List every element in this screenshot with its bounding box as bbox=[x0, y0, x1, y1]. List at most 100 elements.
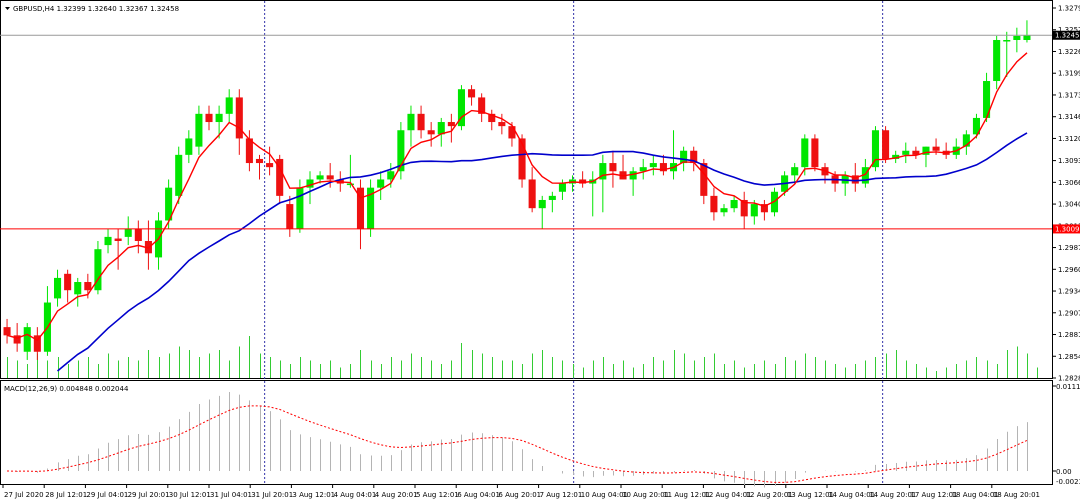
candle-body bbox=[932, 146, 940, 151]
time-tick-label: 28 Jul 12:01 bbox=[45, 491, 87, 499]
candle-body bbox=[558, 183, 566, 192]
candle-body bbox=[730, 199, 738, 209]
candle-body bbox=[871, 130, 880, 168]
price-axis: 1.32790 1.32525 1.32260 1.31995 1.31730 1.314… bbox=[1052, 5, 1080, 383]
candle-body bbox=[74, 282, 82, 295]
current-price-tag: 1.32458 bbox=[1053, 30, 1080, 40]
candle-body bbox=[639, 167, 647, 172]
time-tick-label: 3 Aug 12:01 bbox=[292, 491, 335, 499]
hline-price-label: 1.30097 bbox=[1055, 225, 1080, 233]
candle-body bbox=[498, 122, 506, 127]
candle-body bbox=[64, 273, 72, 291]
candle-body bbox=[1023, 35, 1031, 40]
candle-body bbox=[407, 113, 415, 131]
candle-body bbox=[306, 179, 314, 188]
candle-body bbox=[134, 228, 142, 241]
candle-body bbox=[13, 335, 21, 344]
price-tick-label: 1.28280 bbox=[1058, 375, 1080, 383]
price-tick-label: 1.30400 bbox=[1058, 201, 1080, 209]
period-separators bbox=[264, 1, 884, 484]
volume-bars bbox=[7, 336, 1038, 378]
candle-body bbox=[457, 89, 465, 127]
candle-body bbox=[397, 130, 405, 172]
candle-body bbox=[367, 187, 375, 229]
candle-body bbox=[276, 158, 284, 196]
candle-body bbox=[983, 81, 991, 118]
candle-body bbox=[94, 249, 102, 291]
candle-body bbox=[599, 163, 607, 180]
time-tick-label: 4 Aug 04:01 bbox=[334, 491, 377, 499]
time-tick-label: 31 Jul 20:01 bbox=[251, 491, 293, 499]
time-tick-label: 18 Aug 20:01 bbox=[993, 491, 1040, 499]
time-tick-label: 5 Aug 12:01 bbox=[416, 491, 459, 499]
candle-body bbox=[680, 150, 688, 164]
price-tick-label: 1.31995 bbox=[1058, 70, 1080, 78]
candle-body bbox=[3, 327, 11, 336]
candle-body bbox=[346, 183, 354, 186]
time-tick-label: 12 Aug 04:01 bbox=[704, 491, 751, 499]
time-tick-label: 10 Aug 04:01 bbox=[581, 491, 628, 499]
candle-body bbox=[326, 175, 334, 180]
chart-header[interactable]: GBPUSD,H4 1.32399 1.32640 1.32367 1.3245… bbox=[5, 5, 179, 13]
time-tick-label: 12 Aug 20:01 bbox=[746, 491, 793, 499]
price-tick-label: 1.29870 bbox=[1058, 244, 1080, 252]
macd-histogram bbox=[17, 392, 1028, 488]
time-tick-label: 11 Aug 12:01 bbox=[663, 491, 710, 499]
ma-fast-line bbox=[6, 52, 1028, 342]
candle-body bbox=[579, 179, 587, 184]
candle-body bbox=[720, 208, 728, 213]
candle-body bbox=[972, 117, 980, 135]
candle-body bbox=[286, 204, 294, 229]
price-tick-label: 1.29340 bbox=[1058, 288, 1080, 296]
price-tick-label: 1.32525 bbox=[1058, 26, 1080, 34]
candle-body bbox=[710, 195, 718, 213]
time-tick-label: 4 Aug 20:01 bbox=[375, 491, 418, 499]
hline-price-tag: 1.30097 bbox=[1053, 224, 1080, 234]
candle-body bbox=[296, 187, 304, 229]
candle-body bbox=[902, 150, 910, 155]
current-price-label: 1.32458 bbox=[1055, 32, 1080, 40]
price-tick-label: 1.29075 bbox=[1058, 309, 1080, 317]
candle-body bbox=[468, 89, 476, 98]
macd-axis-bottom: -0.00232 bbox=[1056, 478, 1080, 486]
candle-body bbox=[427, 130, 435, 135]
candle-body bbox=[124, 228, 132, 237]
candle-body bbox=[387, 171, 395, 180]
price-tick-label: 1.31730 bbox=[1058, 91, 1080, 99]
candle-body bbox=[255, 158, 264, 164]
candle-body bbox=[700, 163, 708, 196]
candle-body bbox=[791, 167, 799, 176]
candle-body bbox=[538, 199, 546, 209]
price-panel-frame bbox=[0, 0, 1053, 379]
candle-body bbox=[225, 97, 233, 114]
candle-body bbox=[195, 113, 203, 147]
candle-body bbox=[760, 204, 768, 213]
candle-body bbox=[54, 277, 62, 299]
time-axis: 27 Jul 2020 28 Jul 12:01 29 Jul 04:01 29 Ju… bbox=[2, 485, 1040, 499]
price-tick-label: 1.31200 bbox=[1058, 135, 1080, 143]
candle-body bbox=[377, 179, 385, 188]
candle-body bbox=[245, 138, 253, 164]
candle-body bbox=[447, 122, 455, 127]
time-tick-label: 29 Jul 04:01 bbox=[86, 491, 128, 499]
candle-body bbox=[659, 163, 667, 172]
dropdown-triangle-icon[interactable] bbox=[5, 7, 10, 10]
macd-signal-line bbox=[6, 405, 1028, 483]
candle-body bbox=[84, 282, 92, 291]
price-tick-label: 1.28545 bbox=[1058, 353, 1080, 361]
candle-body bbox=[508, 126, 516, 139]
time-tick-label: 18 Aug 04:01 bbox=[952, 491, 999, 499]
price-tick-label: 1.32260 bbox=[1058, 48, 1080, 56]
candle-body bbox=[801, 138, 809, 168]
candle-body bbox=[629, 171, 637, 180]
candle-body bbox=[165, 187, 173, 221]
time-tick-label: 31 Jul 04:01 bbox=[210, 491, 252, 499]
time-tick-label: 29 Jul 20:01 bbox=[128, 491, 170, 499]
candle-body bbox=[740, 199, 748, 217]
candle-body bbox=[750, 204, 758, 217]
price-tick-label: 1.32790 bbox=[1058, 5, 1080, 13]
time-tick-label: 10 Aug 20:01 bbox=[622, 491, 669, 499]
candle-body bbox=[922, 146, 930, 155]
candle-body bbox=[609, 163, 617, 172]
